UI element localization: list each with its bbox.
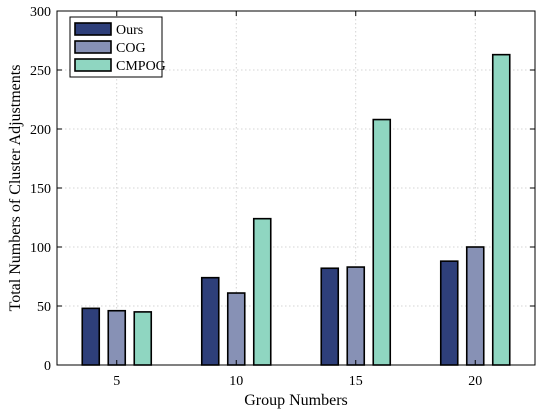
legend-label-cmpog: CMPOG — [116, 59, 166, 74]
y-axis-ticks: 0 50 100 150 200 250 300 — [30, 5, 535, 374]
bar-cog-10 — [226, 292, 246, 366]
bar-ours-15 — [320, 267, 340, 366]
bar-cog-20 — [465, 246, 485, 366]
y-tick-label: 150 — [30, 182, 51, 197]
y-tick-label: 50 — [37, 300, 51, 315]
y-axis-label: Total Numbers of Cluster Adjustments — [7, 65, 24, 312]
grid-lines — [57, 11, 535, 365]
legend: Ours COG CMPOG — [69, 16, 166, 78]
legend-swatch-cmpog — [74, 58, 112, 72]
bar-cmpog-20 — [491, 53, 511, 366]
x-tick-label: 10 — [229, 374, 243, 389]
bar-cmpog-5 — [133, 311, 153, 366]
y-tick-label: 100 — [30, 241, 51, 256]
x-tick-label: 5 — [113, 374, 120, 389]
bar-ours-20 — [439, 260, 459, 366]
y-tick-label: 300 — [30, 5, 51, 20]
x-tick-label: 15 — [349, 374, 363, 389]
bar-cog-5 — [107, 309, 127, 366]
bar-cmpog-10 — [252, 217, 272, 366]
bar-cmpog-15 — [372, 118, 392, 366]
x-axis-label: Group Numbers — [244, 392, 348, 409]
y-tick-label: 250 — [30, 64, 51, 79]
bars-group — [81, 53, 511, 366]
bar-cog-15 — [346, 266, 366, 366]
y-tick-label: 200 — [30, 123, 51, 138]
bar-ours-5 — [81, 307, 101, 366]
x-tick-label: 20 — [468, 374, 482, 389]
legend-label-ours: Ours — [116, 23, 143, 38]
bar-ours-10 — [200, 276, 220, 366]
y-tick-label: 0 — [44, 359, 51, 374]
legend-label-cog: COG — [116, 41, 146, 56]
legend-swatch-ours — [74, 22, 112, 36]
legend-swatch-cog — [74, 40, 112, 54]
x-axis-ticks: 5 10 15 20 — [113, 11, 482, 389]
